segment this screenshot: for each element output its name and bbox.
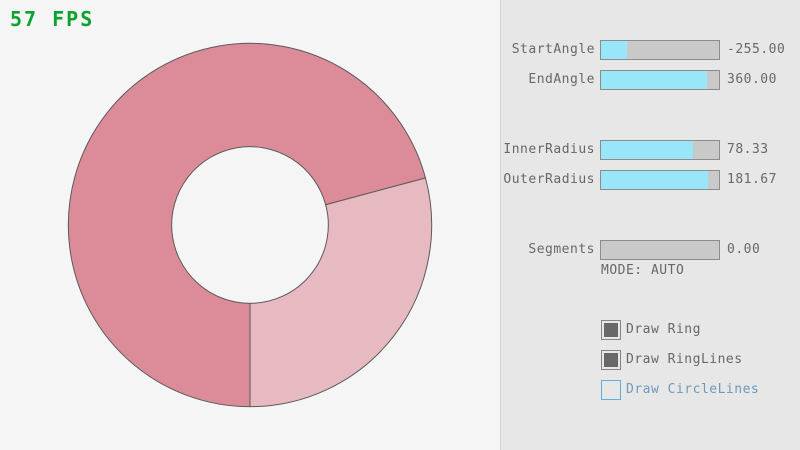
slider-row-segments: Segments 0.00 bbox=[501, 240, 760, 260]
innerradius-slider[interactable] bbox=[600, 140, 720, 160]
draw-circlelines-checkbox-label: Draw CircleLines bbox=[626, 382, 760, 397]
checkbox-draw-circlelines[interactable]: Draw CircleLines bbox=[601, 380, 759, 400]
segments-label: Segments bbox=[528, 242, 595, 257]
startangle-label: StartAngle bbox=[511, 42, 595, 57]
slider-row-innerradius: InnerRadius 78.33 bbox=[501, 140, 769, 160]
startangle-value: -255.00 bbox=[727, 42, 786, 57]
segments-slider[interactable] bbox=[600, 240, 720, 260]
fps-counter: 57 FPS bbox=[10, 7, 95, 31]
slider-row-outerradius: OuterRadius 181.67 bbox=[501, 170, 777, 190]
endangle-value: 360.00 bbox=[727, 72, 777, 87]
segments-value: 0.00 bbox=[727, 242, 761, 257]
slider-row-startangle: StartAngle -255.00 bbox=[501, 40, 785, 60]
endangle-slider-fill bbox=[601, 71, 708, 89]
outerradius-value: 181.67 bbox=[727, 172, 777, 187]
draw-ringlines-checkbox-box[interactable] bbox=[601, 350, 621, 370]
ring-overlap-sector bbox=[67, 42, 427, 408]
startangle-slider-fill bbox=[601, 41, 627, 59]
innerradius-slider-fill bbox=[601, 141, 694, 159]
draw-ring-checkbox-label: Draw Ring bbox=[626, 322, 701, 337]
outerradius-slider-fill bbox=[601, 171, 709, 189]
ring-chart bbox=[67, 42, 433, 408]
startangle-slider[interactable] bbox=[600, 40, 720, 60]
endangle-label: EndAngle bbox=[528, 72, 595, 87]
slider-row-endangle: EndAngle 360.00 bbox=[501, 70, 777, 90]
innerradius-value: 78.33 bbox=[727, 142, 769, 157]
draw-ringlines-checkbox-label: Draw RingLines bbox=[626, 352, 743, 367]
draw-circlelines-checkbox-box[interactable] bbox=[601, 380, 621, 400]
draw-ring-checkbox-box[interactable] bbox=[601, 320, 621, 340]
innerradius-label: InnerRadius bbox=[503, 142, 595, 157]
segments-mode-text: MODE: AUTO bbox=[601, 263, 685, 278]
outerradius-label: OuterRadius bbox=[503, 172, 595, 187]
endangle-slider[interactable] bbox=[600, 70, 720, 90]
outerradius-slider[interactable] bbox=[600, 170, 720, 190]
checkbox-draw-ring[interactable]: Draw Ring bbox=[601, 320, 701, 340]
ring-single-sector bbox=[249, 177, 433, 408]
control-panel: StartAngle -255.00 EndAngle 360.00 Inner… bbox=[500, 0, 800, 450]
checkbox-draw-ringlines[interactable]: Draw RingLines bbox=[601, 350, 743, 370]
